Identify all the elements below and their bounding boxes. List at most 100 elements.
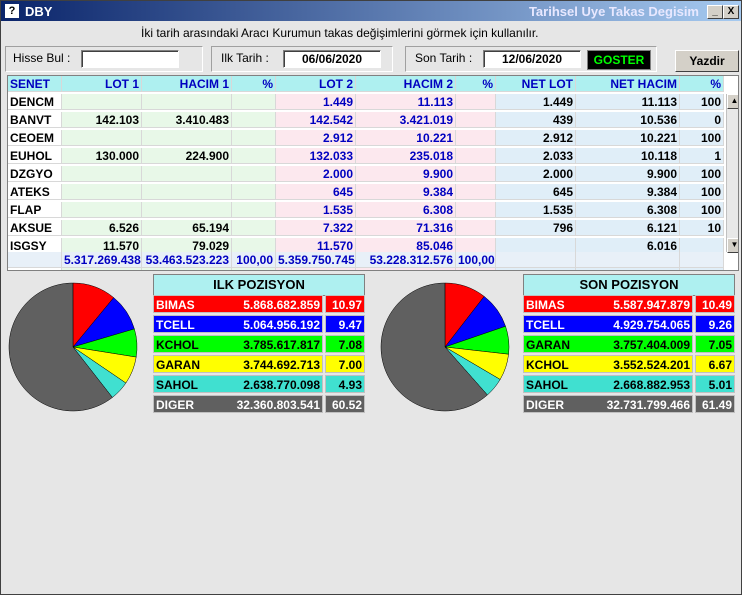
son-pozisyon-pct-garan: 7.05	[695, 335, 735, 353]
stock-value: 32.360.803.541	[236, 398, 320, 412]
cell-nethacim: 9.900	[576, 166, 680, 182]
ilk-pozisyon-pct-tcell: 9.47	[325, 315, 365, 333]
cell-nethacim: 11.113	[576, 94, 680, 110]
cell-netpct: 0	[680, 112, 724, 128]
scroll-up-icon[interactable]: ▲	[727, 94, 738, 109]
stock-name: BIMAS	[156, 298, 195, 312]
son-tarih-group	[405, 46, 657, 72]
cell-hacim2: 235.018	[356, 148, 456, 164]
yazdir-button[interactable]: Yazdir	[675, 50, 739, 72]
cell-hacim1	[142, 166, 232, 182]
total-hacim2: 53.228.312.576	[356, 252, 456, 268]
cell-hacim2: 9.900	[356, 166, 456, 182]
window-subtitle: Tarihsel Uye Takas Degisim	[528, 4, 699, 19]
stock-name: TCELL	[526, 318, 565, 332]
cell-netpct: 100	[680, 166, 724, 182]
scroll-down-icon[interactable]: ▼	[727, 238, 738, 253]
cell-pct1	[232, 220, 276, 236]
cell-pct1	[232, 148, 276, 164]
header-lot2: LOT 2	[276, 76, 356, 92]
son-pozisyon-pct-tcell: 9.26	[695, 315, 735, 333]
cell-nethacim: 10.118	[576, 148, 680, 164]
cell-pct1	[232, 130, 276, 146]
header-hacim2: HACIM 2	[356, 76, 456, 92]
cell-pct1	[232, 166, 276, 182]
cell-hacim2: 3.421.019	[356, 112, 456, 128]
son-pozisyon-row-tcell: TCELL 4.929.754.065	[523, 315, 693, 333]
header-hacim1: HACIM 1	[142, 76, 232, 92]
cell-lot1	[62, 130, 142, 146]
cell-hacim1	[142, 202, 232, 218]
ilk-pozisyon-row-kchol: KCHOL 3.785.617.817	[153, 335, 323, 353]
cell-lot1	[62, 202, 142, 218]
minimize-button[interactable]: _	[707, 5, 723, 19]
ilk-pozisyon-title: ILK POZISYON	[153, 274, 365, 296]
header-nethacim: NET HACIM	[576, 76, 680, 92]
stock-value: 2.668.882.953	[613, 378, 690, 392]
son-tarih-input[interactable]: 12/06/2020	[483, 50, 581, 68]
total-netlot	[496, 252, 576, 268]
ilk-pozisyon-pct-garan: 7.00	[325, 355, 365, 373]
cell-hacim1: 79.029	[142, 238, 232, 254]
title-bar[interactable]: ? DBY Tarihsel Uye Takas Degisim _ X	[1, 1, 741, 21]
son-tarih-label: Son Tarih :	[415, 51, 473, 65]
stock-name: DIGER	[526, 398, 565, 412]
total-hacim1: 53.463.523.223	[142, 252, 232, 268]
cell-pct2	[456, 112, 496, 128]
cell-hacim2: 10.221	[356, 130, 456, 146]
son-pozisyon-row-kchol: KCHOL 3.552.524.201	[523, 355, 693, 373]
cell-lot2: 7.322	[276, 220, 356, 236]
cell-senet: ATEKS	[8, 184, 62, 200]
stock-value: 5.868.682.859	[243, 298, 320, 312]
cell-hacim2: 11.113	[356, 94, 456, 110]
total-nethacim	[576, 252, 680, 268]
cell-pct2	[456, 148, 496, 164]
stock-name: BIMAS	[526, 298, 565, 312]
ilk-pozisyon-row-garan: GARAN 3.744.692.713	[153, 355, 323, 373]
cell-lot2: 2.912	[276, 130, 356, 146]
son-pozisyon-row-garan: GARAN 3.757.404.009	[523, 335, 693, 353]
ilk-tarih-label: Ilk Tarih :	[221, 51, 269, 65]
ilk-pozisyon-pct-diger: 60.52	[325, 395, 365, 413]
close-button[interactable]: X	[723, 5, 739, 19]
cell-nethacim: 6.121	[576, 220, 680, 236]
total-netpct	[680, 252, 724, 268]
cell-hacim1	[142, 184, 232, 200]
hisse-label: Hisse Bul :	[13, 51, 71, 65]
ilk-tarih-input[interactable]: 06/06/2020	[283, 50, 381, 68]
pie-slice-diger	[8, 282, 113, 412]
cell-senet: CEOEM	[8, 130, 62, 146]
cell-pct2	[456, 166, 496, 182]
cell-senet: BANVT	[8, 112, 62, 128]
stock-value: 4.929.754.065	[613, 318, 690, 332]
cell-nethacim: 10.536	[576, 112, 680, 128]
stock-name: KCHOL	[526, 358, 569, 372]
header-netlot: NET LOT	[496, 76, 576, 92]
ilk-pie-chart	[8, 282, 138, 412]
stock-value: 3.744.692.713	[243, 358, 320, 372]
cell-hacim2: 9.384	[356, 184, 456, 200]
cell-hacim2: 6.308	[356, 202, 456, 218]
stock-name: GARAN	[156, 358, 200, 372]
header-senet: SENET	[8, 76, 62, 92]
grid-scrollbar[interactable]: ▲ ▼	[726, 94, 738, 253]
takas-grid[interactable]: ▲ ▼ SENET LOT 1 HACIM 1% LOT 2 HACIM 2% NET L…	[7, 75, 739, 271]
cell-nethacim: 6.308	[576, 202, 680, 218]
son-pozisyon-pct-sahol: 5.01	[695, 375, 735, 393]
cell-pct2	[456, 202, 496, 218]
cell-hacim1	[142, 130, 232, 146]
pie-slice-diger	[380, 282, 488, 412]
hisse-search-input[interactable]	[81, 50, 179, 68]
cell-hacim1: 65.194	[142, 220, 232, 236]
goster-button[interactable]: GOSTER	[587, 50, 651, 70]
window-title: DBY	[25, 4, 53, 19]
cell-lot2: 645	[276, 184, 356, 200]
header-pct1: %	[232, 76, 276, 92]
total-pct2: 100,00	[456, 252, 496, 268]
cell-netlot: 645	[496, 184, 576, 200]
ilk-pozisyon-row-bimas: BIMAS 5.868.682.859	[153, 295, 323, 313]
cell-netpct: 1	[680, 148, 724, 164]
cell-pct2	[456, 94, 496, 110]
cell-senet: FLAP	[8, 202, 62, 218]
cell-netlot: 439	[496, 112, 576, 128]
